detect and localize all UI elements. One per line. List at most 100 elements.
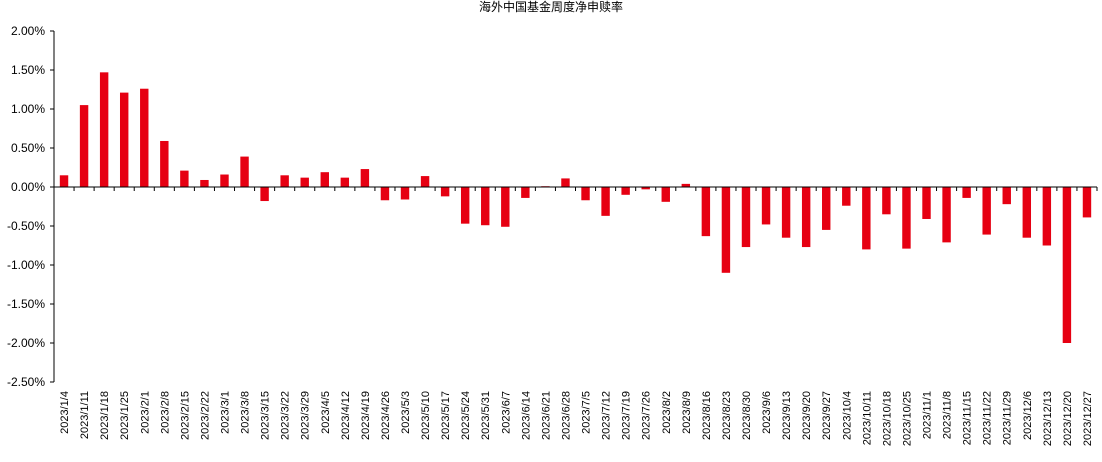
x-tick-label: 2023/4/5: [320, 391, 332, 434]
bar: [842, 187, 851, 206]
bar: [621, 187, 630, 195]
bar: [240, 156, 249, 187]
y-tick-label: 0.00%: [11, 180, 45, 194]
bar: [59, 175, 69, 187]
bar: [581, 187, 590, 201]
x-tick-label: 2023/10/4: [841, 391, 853, 440]
x-tick-label: 2023/4/26: [380, 391, 392, 440]
bar: [260, 187, 269, 202]
bar: [661, 187, 670, 202]
y-tick-label: 2.00%: [11, 24, 45, 38]
bar: [942, 187, 951, 243]
x-tick-label: 2023/11/29: [1002, 391, 1014, 445]
x-tick-label: 2023/9/13: [781, 391, 793, 440]
chart-title: 海外中国基金周度净申赎率: [478, 0, 623, 14]
bar: [1042, 187, 1052, 246]
x-tick-label: 2023/9/6: [761, 391, 773, 434]
y-tick-label: 1.50%: [11, 63, 45, 77]
x-tick-label: 2023/12/27: [1082, 391, 1094, 446]
x-tick-label: 2023/2/22: [199, 391, 211, 440]
x-tick-label: 2023/7/5: [581, 391, 593, 434]
x-tick-label: 2023/6/14: [520, 391, 532, 440]
x-tick-label: 2023/3/1: [219, 391, 231, 434]
bar: [561, 178, 570, 187]
bar: [420, 176, 430, 187]
bar: [119, 92, 129, 187]
x-tick-label: 2023/10/11: [861, 391, 873, 445]
y-tick-label: 1.00%: [11, 102, 45, 116]
bar: [99, 72, 109, 187]
bar: [862, 187, 871, 250]
x-tick-label: 2023/12/20: [1062, 391, 1074, 446]
bar: [922, 187, 931, 219]
bar: [160, 140, 169, 187]
bar: [501, 187, 510, 227]
bar: [220, 174, 229, 187]
x-tick-label: 2023/8/2: [661, 391, 673, 434]
bar: [902, 187, 911, 249]
bar: [320, 172, 329, 187]
bars: [59, 72, 1092, 343]
bar: [460, 187, 470, 224]
x-tick-label: 2023/8/23: [721, 391, 733, 440]
x-tick-label: 2023/1/25: [119, 391, 131, 440]
x-tick-label: 2023/6/21: [540, 391, 552, 440]
bar: [801, 187, 811, 248]
x-tick-label: 2023/5/24: [460, 391, 472, 440]
bar: [721, 187, 731, 273]
x-tick-label: 2023/11/8: [942, 391, 954, 439]
bar: [1082, 187, 1092, 218]
x-tick-label: 2023/8/16: [701, 391, 713, 440]
bar: [440, 187, 450, 197]
x-tick-label: 2023/11/15: [962, 391, 974, 445]
y-tick-label: -1.00%: [7, 258, 45, 272]
bar: [701, 187, 711, 237]
bar: [380, 187, 390, 201]
x-tick-label: 2023/3/15: [260, 391, 272, 440]
bar: [300, 177, 309, 187]
x-axis: 2023/1/4 2023/1/11 2023/1/18 2023/1/25 2023/…: [53, 186, 1098, 446]
y-tick-label: -2.50%: [7, 375, 45, 389]
x-tick-label: 2023/11/1: [922, 391, 934, 439]
bar: [741, 187, 751, 248]
x-tick-label: 2023/4/19: [360, 391, 372, 440]
y-tick-label: -2.00%: [7, 336, 45, 350]
bar: [340, 177, 350, 187]
x-tick-label: 2023/11/22: [982, 391, 994, 445]
bar: [140, 88, 149, 187]
bar: [521, 187, 530, 198]
x-tick-label: 2023/9/20: [801, 391, 813, 440]
bar: [180, 170, 189, 187]
bar: [1002, 187, 1011, 205]
bar: [962, 187, 971, 198]
x-tick-label: 2023/5/17: [440, 391, 452, 440]
bar: [481, 187, 490, 226]
bar: [360, 169, 370, 187]
x-tick-label: 2023/12/6: [1022, 391, 1034, 440]
bar: [400, 187, 410, 200]
x-tick-label: 2023/10/18: [881, 391, 893, 446]
x-tick-label: 2023/12/13: [1042, 391, 1054, 446]
x-tick-label: 2023/5/31: [480, 391, 492, 440]
x-tick-label: 2023/2/1: [139, 391, 151, 434]
x-tick-label: 2023/7/19: [621, 391, 633, 440]
x-tick-label: 2023/8/9: [681, 391, 693, 434]
bar: [681, 183, 691, 187]
x-tick-label: 2023/10/25: [901, 391, 913, 446]
x-tick-label: 2023/7/12: [601, 391, 613, 440]
bar: [822, 187, 831, 230]
x-tick-label: 2023/3/8: [240, 391, 252, 434]
x-tick-label: 2023/2/15: [179, 391, 191, 440]
x-tick-label: 2023/7/26: [641, 391, 653, 440]
bar: [982, 187, 991, 235]
bar: [200, 179, 209, 187]
x-tick-label: 2023/4/12: [340, 391, 352, 440]
y-tick-label: 0.50%: [11, 141, 45, 155]
bar: [641, 187, 650, 190]
x-tick-label: 2023/5/3: [400, 391, 412, 434]
y-tick-label: -0.50%: [7, 219, 45, 233]
x-tick-label: 2023/1/11: [79, 391, 91, 439]
bar: [1062, 187, 1072, 343]
